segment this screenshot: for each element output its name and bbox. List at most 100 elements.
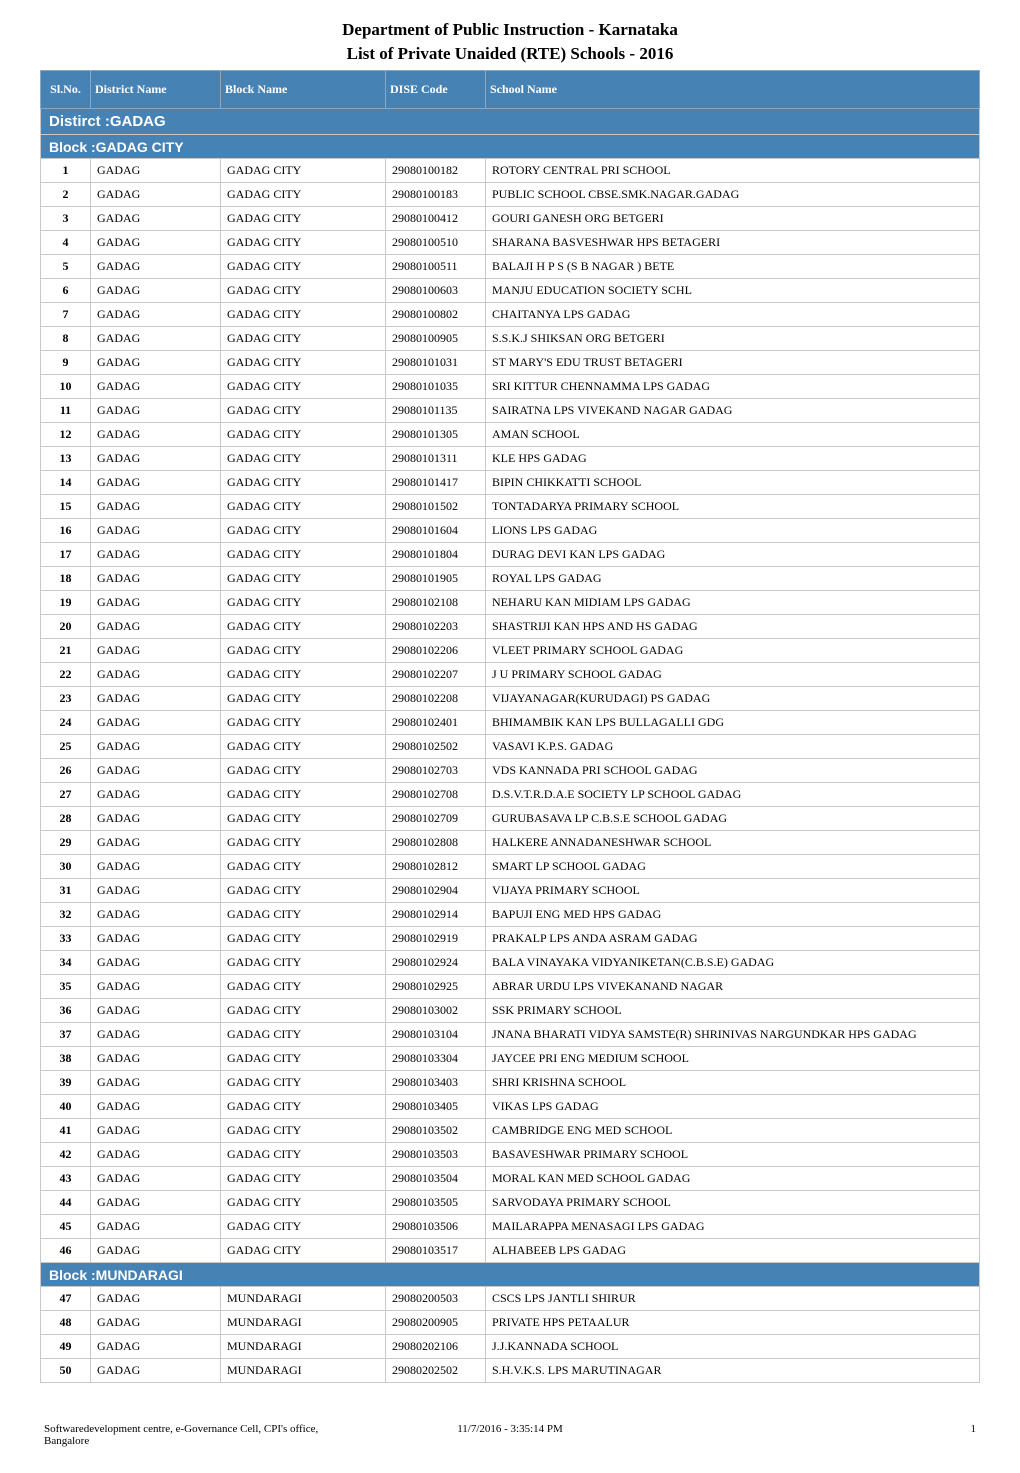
cell-block: GADAG CITY	[221, 639, 386, 663]
cell-school: MANJU EDUCATION SOCIETY SCHL	[486, 279, 980, 303]
cell-block: GADAG CITY	[221, 471, 386, 495]
cell-dise: 29080102502	[386, 735, 486, 759]
block-label: Block :MUNDARAGI	[41, 1263, 980, 1287]
footer-left: Softwaredevelopment centre, e-Governance…	[44, 1423, 355, 1447]
cell-block: GADAG CITY	[221, 999, 386, 1023]
table-row: 4GADAGGADAG CITY29080100510SHARANA BASVE…	[41, 231, 980, 255]
table-row: 2GADAGGADAG CITY29080100183PUBLIC SCHOOL…	[41, 183, 980, 207]
table-row: 12GADAGGADAG CITY29080101305AMAN SCHOOL	[41, 423, 980, 447]
cell-dise: 29080102924	[386, 951, 486, 975]
cell-district: GADAG	[91, 831, 221, 855]
cell-school: D.S.V.T.R.D.A.E SOCIETY LP SCHOOL GADAG	[486, 783, 980, 807]
table-row: 16GADAGGADAG CITY29080101604LIONS LPS GA…	[41, 519, 980, 543]
cell-sl: 50	[41, 1359, 91, 1383]
department-title: Department of Public Instruction - Karna…	[40, 20, 980, 40]
cell-school: SRI KITTUR CHENNAMMA LPS GADAG	[486, 375, 980, 399]
cell-school: PRIVATE HPS PETAALUR	[486, 1311, 980, 1335]
cell-dise: 29080102703	[386, 759, 486, 783]
cell-district: GADAG	[91, 1335, 221, 1359]
cell-school: BHIMAMBIK KAN LPS BULLAGALLI GDG	[486, 711, 980, 735]
cell-block: GADAG CITY	[221, 711, 386, 735]
cell-school: JAYCEE PRI ENG MEDIUM SCHOOL	[486, 1047, 980, 1071]
cell-sl: 41	[41, 1119, 91, 1143]
table-row: 36GADAGGADAG CITY29080103002SSK PRIMARY …	[41, 999, 980, 1023]
cell-school: CHAITANYA LPS GADAG	[486, 303, 980, 327]
cell-block: GADAG CITY	[221, 831, 386, 855]
table-row: 47GADAGMUNDARAGI29080200503CSCS LPS JANT…	[41, 1287, 980, 1311]
cell-sl: 47	[41, 1287, 91, 1311]
cell-district: GADAG	[91, 855, 221, 879]
table-row: 45GADAGGADAG CITY29080103506MAILARAPPA M…	[41, 1215, 980, 1239]
cell-district: GADAG	[91, 1311, 221, 1335]
cell-district: GADAG	[91, 975, 221, 999]
cell-school: SHASTRIJI KAN HPS AND HS GADAG	[486, 615, 980, 639]
table-row: 26GADAGGADAG CITY29080102703VDS KANNADA …	[41, 759, 980, 783]
cell-sl: 2	[41, 183, 91, 207]
cell-block: MUNDARAGI	[221, 1287, 386, 1311]
cell-dise: 29080102401	[386, 711, 486, 735]
district-row: Distirct :GADAG	[41, 109, 980, 135]
cell-dise: 29080101604	[386, 519, 486, 543]
table-row: 46GADAGGADAG CITY29080103517ALHABEEB LPS…	[41, 1239, 980, 1263]
cell-dise: 29080102203	[386, 615, 486, 639]
cell-sl: 44	[41, 1191, 91, 1215]
table-row: 25GADAGGADAG CITY29080102502VASAVI K.P.S…	[41, 735, 980, 759]
cell-school: SHARANA BASVESHWAR HPS BETAGERI	[486, 231, 980, 255]
table-row: 38GADAGGADAG CITY29080103304JAYCEE PRI E…	[41, 1047, 980, 1071]
cell-block: GADAG CITY	[221, 1023, 386, 1047]
cell-block: GADAG CITY	[221, 1143, 386, 1167]
cell-dise: 29080100802	[386, 303, 486, 327]
cell-district: GADAG	[91, 375, 221, 399]
table-row: 50GADAGMUNDARAGI29080202502S.H.V.K.S. LP…	[41, 1359, 980, 1383]
cell-school: SSK PRIMARY SCHOOL	[486, 999, 980, 1023]
cell-block: GADAG CITY	[221, 687, 386, 711]
table-row: 7GADAGGADAG CITY29080100802CHAITANYA LPS…	[41, 303, 980, 327]
cell-school: BALA VINAYAKA VIDYANIKETAN(C.B.S.E) GADA…	[486, 951, 980, 975]
cell-sl: 8	[41, 327, 91, 351]
cell-block: GADAG CITY	[221, 1047, 386, 1071]
cell-block: GADAG CITY	[221, 1215, 386, 1239]
cell-sl: 42	[41, 1143, 91, 1167]
cell-dise: 29080103403	[386, 1071, 486, 1095]
cell-block: GADAG CITY	[221, 255, 386, 279]
cell-block: GADAG CITY	[221, 303, 386, 327]
cell-sl: 25	[41, 735, 91, 759]
col-header-block: Block Name	[221, 71, 386, 109]
table-row: 27GADAGGADAG CITY29080102708D.S.V.T.R.D.…	[41, 783, 980, 807]
cell-dise: 29080102708	[386, 783, 486, 807]
cell-school: J.J.KANNADA SCHOOL	[486, 1335, 980, 1359]
cell-dise: 29080102914	[386, 903, 486, 927]
table-row: 28GADAGGADAG CITY29080102709GURUBASAVA L…	[41, 807, 980, 831]
cell-district: GADAG	[91, 1047, 221, 1071]
footer-center: 11/7/2016 - 3:35:14 PM	[355, 1423, 666, 1447]
cell-district: GADAG	[91, 567, 221, 591]
cell-school: GURUBASAVA LP C.B.S.E SCHOOL GADAG	[486, 807, 980, 831]
cell-dise: 29080102709	[386, 807, 486, 831]
cell-dise: 29080100183	[386, 183, 486, 207]
cell-dise: 29080103304	[386, 1047, 486, 1071]
cell-school: BIPIN CHIKKATTI SCHOOL	[486, 471, 980, 495]
cell-sl: 27	[41, 783, 91, 807]
cell-sl: 14	[41, 471, 91, 495]
cell-district: GADAG	[91, 663, 221, 687]
cell-dise: 29080100182	[386, 159, 486, 183]
cell-block: GADAG CITY	[221, 879, 386, 903]
table-row: 15GADAGGADAG CITY29080101502TONTADARYA P…	[41, 495, 980, 519]
cell-school: CAMBRIDGE ENG MED SCHOOL	[486, 1119, 980, 1143]
cell-district: GADAG	[91, 279, 221, 303]
cell-sl: 45	[41, 1215, 91, 1239]
cell-school: BAPUJI ENG MED HPS GADAG	[486, 903, 980, 927]
cell-school: ROTORY CENTRAL PRI SCHOOL	[486, 159, 980, 183]
table-row: 30GADAGGADAG CITY29080102812SMART LP SCH…	[41, 855, 980, 879]
cell-dise: 29080100510	[386, 231, 486, 255]
cell-sl: 20	[41, 615, 91, 639]
cell-dise: 29080202106	[386, 1335, 486, 1359]
cell-sl: 43	[41, 1167, 91, 1191]
cell-school: VIJAYA PRIMARY SCHOOL	[486, 879, 980, 903]
cell-block: GADAG CITY	[221, 183, 386, 207]
district-label: Distirct :GADAG	[41, 109, 980, 135]
cell-dise: 29080103104	[386, 1023, 486, 1047]
cell-block: GADAG CITY	[221, 927, 386, 951]
cell-dise: 29080103002	[386, 999, 486, 1023]
cell-sl: 40	[41, 1095, 91, 1119]
